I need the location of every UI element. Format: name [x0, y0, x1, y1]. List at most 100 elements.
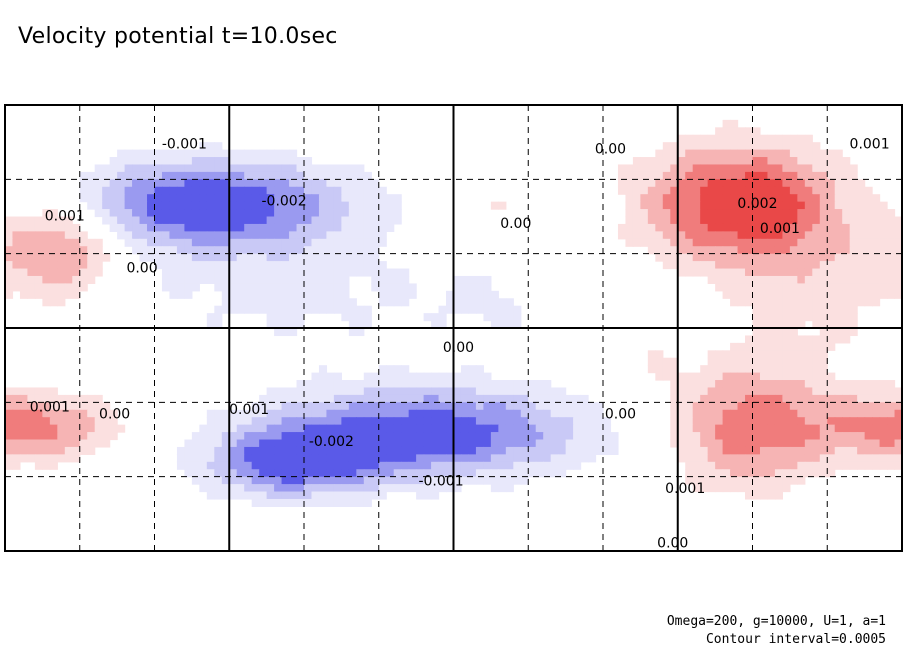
positive-cell — [647, 194, 656, 203]
negative-cell — [154, 149, 163, 158]
positive-cell — [887, 454, 896, 463]
negative-cell — [468, 409, 477, 418]
negative-cell — [289, 275, 298, 284]
negative-cell — [176, 283, 185, 292]
negative-cell — [416, 446, 425, 455]
negative-cell — [408, 283, 417, 292]
positive-cell — [647, 365, 656, 374]
positive-cell — [842, 186, 851, 195]
negative-cell — [401, 409, 410, 418]
negative-cell — [423, 484, 432, 493]
negative-cell — [333, 439, 342, 448]
negative-cell — [266, 246, 275, 255]
positive-cell — [842, 439, 851, 448]
negative-cell — [109, 216, 118, 225]
positive-cell — [57, 223, 66, 232]
positive-cell — [640, 171, 649, 180]
positive-cell — [685, 461, 694, 470]
positive-cell — [5, 216, 14, 225]
positive-cell — [797, 157, 806, 166]
negative-cell — [326, 498, 335, 507]
positive-cell — [625, 171, 634, 180]
negative-cell — [333, 231, 342, 240]
positive-cell — [42, 275, 51, 284]
positive-cell — [812, 454, 821, 463]
positive-cell — [752, 469, 761, 478]
positive-cell — [804, 335, 813, 344]
positive-cell — [715, 171, 724, 180]
positive-cell — [49, 461, 58, 470]
negative-cell — [393, 275, 402, 284]
positive-cell — [737, 142, 746, 151]
positive-cell — [857, 439, 866, 448]
negative-cell — [296, 305, 305, 314]
positive-cell — [34, 231, 43, 240]
negative-cell — [236, 261, 245, 270]
negative-cell — [304, 216, 313, 225]
positive-cell — [677, 424, 686, 433]
negative-cell — [296, 469, 305, 478]
positive-cell — [759, 246, 769, 255]
positive-cell — [707, 171, 716, 180]
negative-cell — [588, 454, 597, 463]
negative-cell — [408, 484, 417, 493]
positive-cell — [789, 417, 798, 426]
contour-label: 0.00 — [99, 407, 130, 423]
positive-cell — [730, 476, 739, 485]
negative-cell — [498, 446, 507, 455]
negative-cell — [475, 476, 484, 485]
positive-cell — [797, 231, 806, 240]
negative-cell — [416, 476, 425, 485]
negative-cell — [289, 186, 298, 195]
positive-cell — [685, 409, 694, 418]
negative-cell — [244, 439, 253, 448]
positive-cell — [617, 231, 627, 240]
positive-cell — [842, 231, 851, 240]
negative-cell — [259, 283, 268, 292]
negative-cell — [333, 275, 342, 284]
positive-cell — [774, 372, 783, 381]
negative-cell — [229, 231, 238, 240]
positive-cell — [617, 223, 627, 232]
negative-cell — [460, 402, 470, 411]
negative-cell — [132, 179, 141, 188]
negative-cell — [311, 498, 320, 507]
negative-cell — [191, 476, 200, 485]
negative-cell — [431, 380, 440, 389]
positive-cell — [94, 238, 103, 247]
negative-cell — [393, 394, 402, 403]
positive-cell — [804, 275, 813, 284]
negative-cell — [453, 409, 462, 418]
positive-cell — [670, 380, 679, 389]
positive-cell — [752, 380, 761, 389]
positive-cell — [685, 387, 694, 396]
negative-cell — [318, 275, 328, 284]
positive-cell — [797, 305, 806, 314]
negative-cell — [386, 417, 395, 426]
positive-cell — [767, 454, 776, 463]
positive-cell — [857, 461, 866, 470]
positive-cell — [42, 290, 51, 299]
negative-cell — [378, 484, 387, 493]
negative-cell — [214, 424, 223, 433]
negative-cell — [191, 461, 200, 470]
positive-cell — [849, 209, 858, 218]
positive-cell — [745, 231, 754, 240]
negative-cell — [371, 380, 380, 389]
negative-cell — [318, 238, 328, 247]
negative-cell — [289, 201, 298, 210]
positive-cell — [745, 246, 754, 255]
negative-cell — [274, 164, 283, 173]
positive-cell — [57, 290, 66, 299]
negative-cell — [251, 164, 260, 173]
positive-cell — [849, 179, 858, 188]
positive-cell — [64, 261, 73, 270]
negative-cell — [408, 409, 417, 418]
positive-cell — [662, 253, 671, 262]
positive-cell — [27, 432, 36, 441]
negative-cell — [490, 320, 499, 329]
negative-cell — [289, 432, 298, 441]
negative-cell — [550, 469, 559, 478]
positive-cell — [789, 357, 798, 366]
negative-cell — [333, 253, 342, 262]
